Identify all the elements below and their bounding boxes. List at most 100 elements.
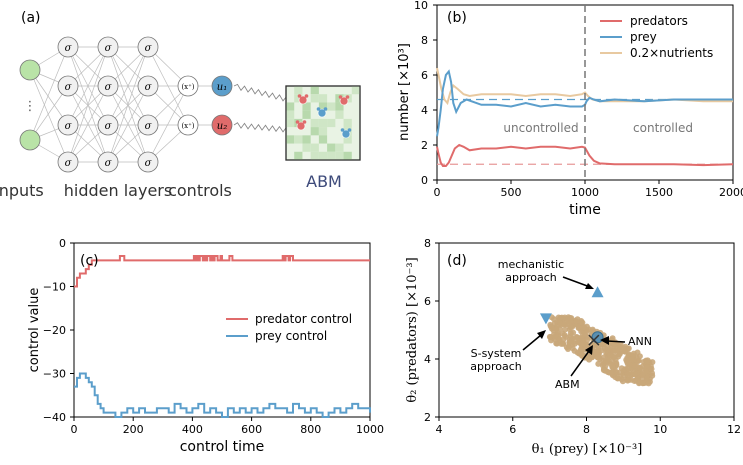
legend-predators: predators (630, 14, 688, 28)
d-xtick-label: 8 (583, 423, 590, 436)
cloud-point (625, 376, 632, 383)
d-xtick-label: 4 (436, 423, 443, 436)
b-ytick-label: 10 (414, 0, 428, 12)
cloud-point (602, 367, 609, 374)
predator-agent-ear-left (297, 94, 302, 98)
u2-label: u₂ (217, 121, 227, 132)
annot-mechanistic-line1: mechanistic (498, 258, 564, 271)
control-neuron-u2 (211, 114, 233, 136)
panel-c-ticks: 0 200 400 600 800 1000 0 −10 −20 −30 −40 (43, 237, 384, 436)
abm-grid-tile (327, 102, 336, 111)
sigma-label: σ (105, 43, 113, 54)
cloud-point (613, 369, 620, 376)
c-xtick-label: 800 (300, 423, 321, 436)
edge (29, 69, 69, 126)
arrow-ann-head (600, 336, 609, 345)
cloud-point (618, 376, 625, 383)
b-xtick-label: 0 (434, 186, 441, 199)
abm-parameter-cloud (546, 314, 656, 387)
d-ytick-label: 4 (424, 353, 431, 366)
hidden-neuron (137, 36, 159, 58)
sigma-label: σ (145, 43, 153, 54)
abm-grid-tile (343, 151, 352, 160)
predator-agent-body (339, 96, 349, 106)
arrow-ssystem-head (537, 330, 546, 339)
cloud-point (584, 337, 591, 343)
annot-mechanistic-line2: approach (505, 271, 557, 284)
c-ytick-label: −20 (43, 324, 66, 337)
cloud-point (574, 338, 581, 345)
abm-grid-tile (335, 151, 344, 160)
series-predator-control (74, 255, 370, 288)
abm-grid-tile (302, 110, 311, 119)
series-predators (436, 143, 734, 167)
panel-b-label: (b) (447, 10, 467, 26)
annot-uncontrolled: uncontrolled (503, 121, 578, 135)
hidden-neuron (97, 36, 119, 58)
annot-abm: ABM (555, 378, 580, 391)
d-xtick-label: 10 (653, 423, 667, 436)
cloud-point (551, 320, 558, 327)
hidden-neuron (137, 114, 159, 136)
abm-grid-tile (343, 118, 352, 128)
edge (67, 85, 109, 163)
edge (29, 85, 69, 141)
arrow-abm-head (585, 345, 593, 355)
legend-prey-control: prey control (255, 329, 327, 343)
legend-predator-control: predator control (255, 312, 352, 326)
cloud-point (580, 340, 586, 347)
cloud-point (547, 321, 554, 328)
edge (29, 69, 69, 163)
cloud-point (610, 348, 617, 355)
sigma-label: σ (105, 158, 113, 169)
caption-controls: controls (168, 181, 232, 200)
abm-grid-tile (351, 86, 360, 95)
abm-grid-tile (318, 118, 328, 128)
c-xtick-label: 200 (123, 423, 144, 436)
abm-grid-tile (327, 151, 336, 160)
sigma-label: σ (65, 82, 73, 93)
panel-c-xlabel: control time (180, 439, 265, 455)
sigma-label: σ (65, 158, 73, 169)
cloud-point (578, 319, 585, 326)
hidden-neuron (97, 114, 119, 136)
abm-grid-tile (286, 118, 295, 128)
cloud-point (567, 315, 573, 321)
control-connector (233, 122, 291, 133)
hidden-neuron (137, 75, 159, 97)
network-neurons: σ σ σ σ σ σ σ σ σ σ σ σ (x⁺) (x⁺) u₁ u₂ (19, 36, 233, 173)
annot-ann: ANN (628, 335, 652, 348)
prey-agent-body (317, 108, 327, 118)
relu-neuron (177, 75, 199, 97)
cloud-point (637, 364, 643, 371)
control-neuron-u1 (211, 75, 233, 97)
cloud-point (574, 349, 581, 356)
cloud-point (636, 353, 643, 360)
cloud-point (631, 371, 638, 378)
abm-grid-tile (286, 135, 295, 144)
cloud-point (560, 336, 567, 343)
abm-grid-tile (327, 118, 336, 128)
c-xtick-label: 0 (71, 423, 78, 436)
cloud-point (639, 380, 646, 387)
edge (107, 46, 149, 126)
cloud-point (581, 324, 588, 331)
u1-label: u₁ (217, 82, 227, 93)
abm-grid-tile (335, 102, 344, 111)
edge (107, 46, 149, 163)
cloud-point (567, 333, 574, 340)
control-connector (233, 83, 291, 103)
abm-grid-tile (310, 127, 319, 136)
sigma-label: σ (145, 158, 153, 169)
sigma-label: σ (145, 121, 153, 132)
d-ytick-label: 8 (424, 237, 431, 250)
cloud-point (625, 345, 632, 352)
abm-grid-tile (318, 135, 328, 144)
cloud-point (624, 370, 631, 377)
panel-b-xlabel: time (569, 202, 601, 218)
cloud-point (648, 366, 655, 372)
predator-agent-ear-right (304, 94, 309, 98)
